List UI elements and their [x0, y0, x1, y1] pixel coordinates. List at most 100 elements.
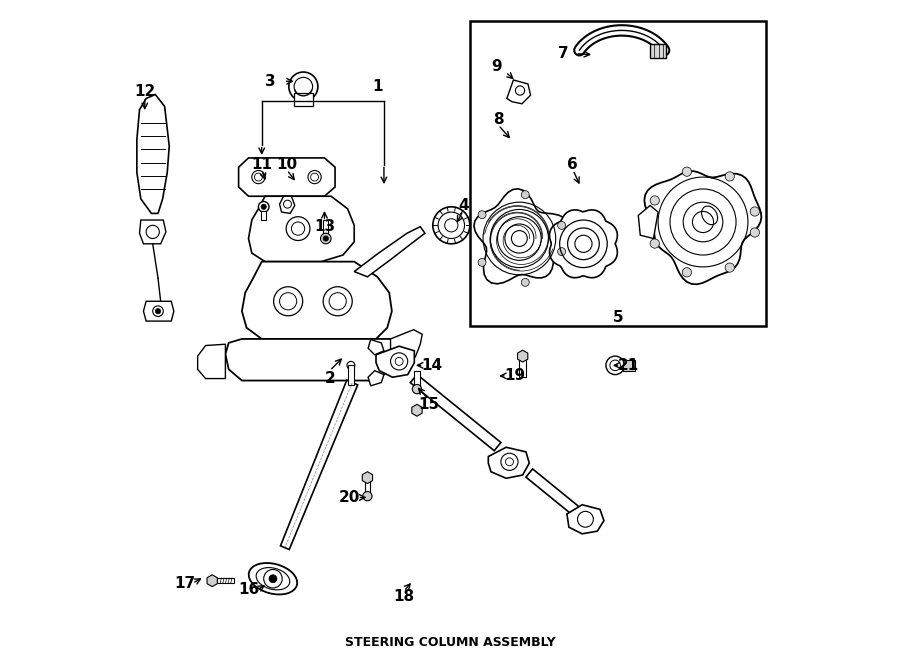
- Circle shape: [650, 196, 660, 205]
- Circle shape: [258, 201, 269, 212]
- Circle shape: [578, 511, 593, 527]
- Circle shape: [269, 575, 277, 583]
- Bar: [218, 578, 234, 583]
- Polygon shape: [368, 371, 384, 386]
- Circle shape: [558, 222, 565, 230]
- Bar: [294, 93, 312, 107]
- Circle shape: [255, 173, 263, 181]
- Circle shape: [445, 218, 458, 232]
- Polygon shape: [368, 340, 384, 355]
- Bar: [348, 365, 354, 385]
- Text: 15: 15: [418, 397, 439, 412]
- Polygon shape: [474, 189, 570, 284]
- Polygon shape: [518, 350, 527, 362]
- Text: 3: 3: [265, 73, 275, 89]
- Circle shape: [264, 569, 283, 588]
- Text: 5: 5: [613, 310, 624, 325]
- Bar: [623, 360, 635, 371]
- Circle shape: [308, 171, 321, 183]
- Polygon shape: [355, 226, 425, 277]
- Text: 21: 21: [617, 358, 639, 373]
- Text: 17: 17: [174, 576, 195, 591]
- Polygon shape: [225, 339, 394, 381]
- Text: 6: 6: [568, 157, 578, 172]
- Circle shape: [261, 204, 266, 209]
- Circle shape: [558, 248, 565, 256]
- Circle shape: [280, 293, 297, 310]
- Circle shape: [478, 211, 486, 218]
- Circle shape: [323, 287, 352, 316]
- Polygon shape: [376, 346, 414, 377]
- Circle shape: [320, 233, 331, 244]
- Text: 11: 11: [251, 157, 272, 172]
- Text: 10: 10: [276, 157, 297, 172]
- Circle shape: [329, 293, 346, 310]
- Text: 8: 8: [493, 112, 503, 127]
- Bar: [261, 211, 266, 220]
- Circle shape: [391, 353, 408, 370]
- Circle shape: [575, 235, 592, 252]
- Circle shape: [751, 207, 760, 216]
- Circle shape: [725, 171, 734, 181]
- Bar: [650, 44, 666, 58]
- Circle shape: [682, 267, 691, 277]
- Circle shape: [606, 356, 625, 375]
- Circle shape: [346, 361, 355, 369]
- Circle shape: [682, 167, 691, 176]
- Circle shape: [650, 239, 660, 248]
- Circle shape: [284, 200, 292, 208]
- Polygon shape: [248, 196, 355, 261]
- Circle shape: [433, 207, 470, 244]
- Circle shape: [252, 171, 265, 183]
- Polygon shape: [412, 404, 422, 416]
- Polygon shape: [198, 344, 225, 379]
- Circle shape: [478, 258, 486, 266]
- Bar: [323, 220, 328, 238]
- Bar: [414, 371, 419, 392]
- Polygon shape: [526, 469, 579, 515]
- Text: 16: 16: [238, 583, 260, 598]
- Circle shape: [363, 491, 372, 500]
- Polygon shape: [143, 301, 174, 321]
- Circle shape: [692, 211, 714, 232]
- Polygon shape: [644, 171, 761, 284]
- Circle shape: [286, 216, 310, 240]
- Polygon shape: [363, 472, 373, 484]
- Circle shape: [725, 263, 734, 272]
- Polygon shape: [410, 375, 501, 451]
- Circle shape: [521, 279, 529, 287]
- Text: 14: 14: [421, 358, 442, 373]
- Polygon shape: [567, 504, 604, 534]
- Bar: [364, 478, 370, 496]
- Polygon shape: [280, 196, 295, 213]
- Circle shape: [310, 173, 319, 181]
- Text: 19: 19: [504, 369, 526, 383]
- Ellipse shape: [248, 563, 297, 594]
- Text: 9: 9: [491, 60, 501, 74]
- Text: 12: 12: [134, 84, 156, 99]
- Text: 2: 2: [324, 371, 335, 386]
- Polygon shape: [507, 80, 531, 104]
- Polygon shape: [238, 158, 335, 196]
- Polygon shape: [137, 95, 169, 213]
- Circle shape: [516, 86, 525, 95]
- Circle shape: [274, 287, 302, 316]
- Circle shape: [751, 228, 760, 237]
- Polygon shape: [550, 210, 617, 278]
- Text: 13: 13: [314, 219, 335, 234]
- Circle shape: [323, 236, 328, 241]
- Bar: [519, 356, 526, 377]
- Circle shape: [292, 222, 305, 235]
- Polygon shape: [281, 380, 357, 549]
- Text: STEERING COLUMN ASSEMBLY: STEERING COLUMN ASSEMBLY: [345, 636, 555, 649]
- Polygon shape: [207, 575, 217, 587]
- Polygon shape: [638, 205, 658, 238]
- Circle shape: [501, 453, 518, 471]
- Polygon shape: [391, 330, 422, 367]
- Circle shape: [521, 191, 529, 199]
- Circle shape: [412, 385, 421, 394]
- Text: 7: 7: [558, 46, 569, 61]
- Polygon shape: [242, 261, 392, 339]
- Circle shape: [146, 225, 159, 238]
- Polygon shape: [489, 448, 529, 479]
